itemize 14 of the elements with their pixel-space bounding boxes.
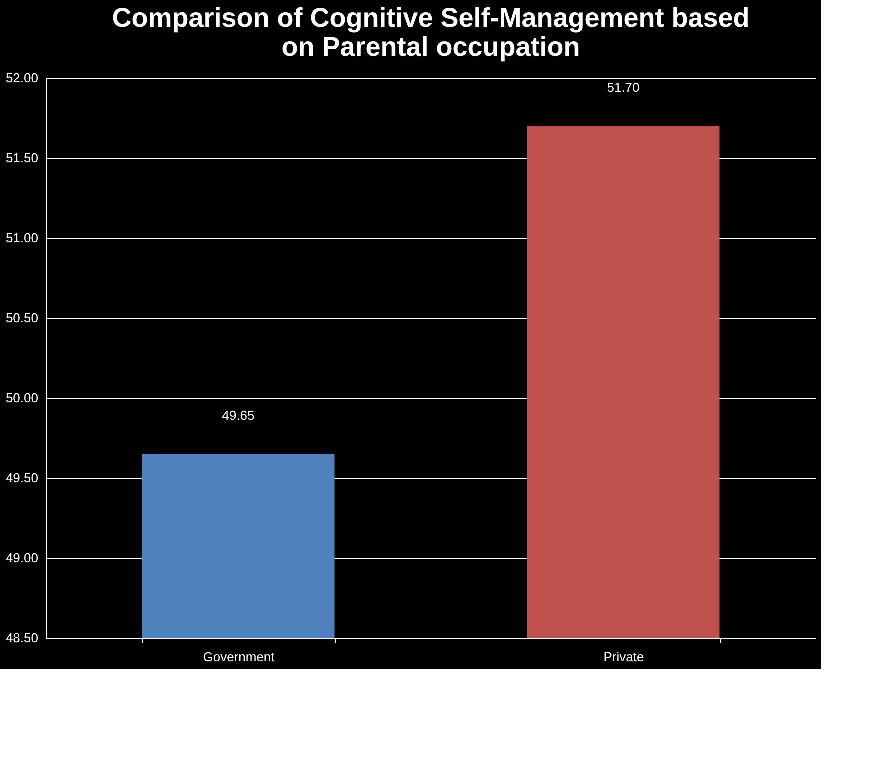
y-tick-label: 50.50 [6, 310, 38, 326]
data-label: 49.65 [222, 408, 255, 423]
text: on Parental occupation [282, 32, 580, 62]
y-tick-label: 51.50 [6, 150, 38, 166]
y-tick-label: 49.00 [6, 550, 38, 566]
y-tick-label: 49.50 [6, 470, 38, 486]
y-tick-label: 51.00 [6, 230, 38, 246]
y-tick-label: 48.50 [6, 630, 38, 646]
x-tick-label: Private [604, 650, 644, 664]
y-tick-label: 50.00 [6, 390, 38, 406]
text: Comparison of Cognitive Self-Management based [112, 3, 750, 33]
y-tick-label: 52.00 [6, 70, 38, 86]
x-tick-label: Government [203, 650, 276, 664]
data-label: 51.70 [607, 80, 640, 95]
